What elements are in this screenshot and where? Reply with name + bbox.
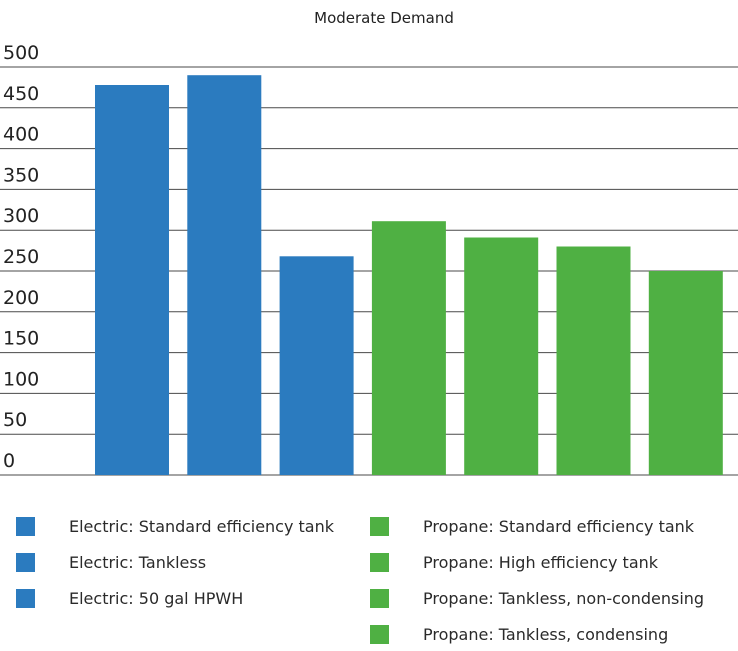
y-tick-label: 350 <box>3 164 39 186</box>
bar <box>279 256 354 475</box>
y-tick-label: 450 <box>3 83 39 105</box>
chart-title: Moderate Demand <box>314 9 454 27</box>
bar <box>556 246 631 475</box>
bars <box>95 75 723 475</box>
bar <box>187 75 262 475</box>
y-tick-label: 50 <box>3 409 27 431</box>
y-tick-label: 500 <box>3 42 39 64</box>
bar <box>464 237 539 475</box>
bar <box>648 271 723 475</box>
y-tick-label: 0 <box>3 450 15 472</box>
y-axis-tick-labels: 0 50 100 150 200 250 300 350 400 450 500 <box>3 42 39 472</box>
y-tick-label: 400 <box>3 124 39 146</box>
y-tick-label: 100 <box>3 368 39 390</box>
y-tick-label: 300 <box>3 205 39 227</box>
bar <box>95 85 169 475</box>
y-tick-label: 200 <box>3 287 39 309</box>
y-tick-label: 250 <box>3 246 39 268</box>
y-tick-label: 150 <box>3 328 39 350</box>
bar <box>371 221 446 475</box>
